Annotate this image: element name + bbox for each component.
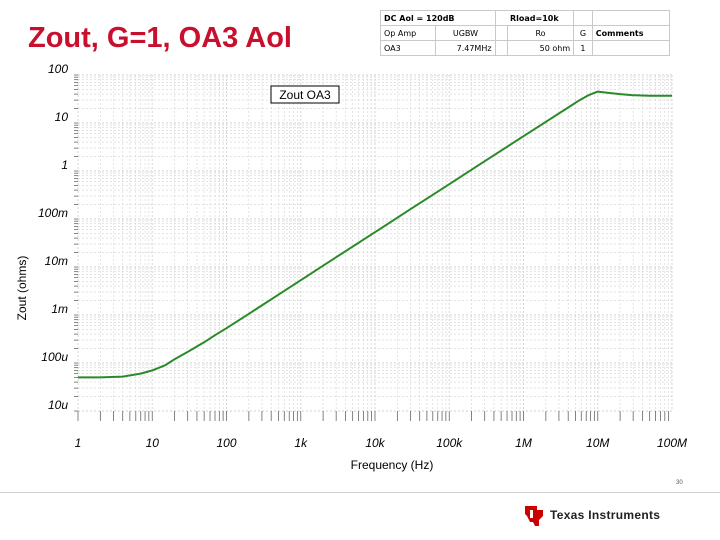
dc-aol-cell: DC Aol = 120dB	[380, 10, 496, 26]
cell-op-amp: OA3	[379, 40, 437, 56]
table-row: DC Aol = 120dB Rload=10k	[380, 10, 671, 26]
ti-logo-icon	[525, 506, 543, 526]
empty-cell	[494, 40, 508, 56]
y-tick-label: 100	[48, 62, 68, 76]
page-number: 30	[676, 480, 683, 486]
x-tick-label: 100	[216, 436, 236, 450]
cell-g: 1	[573, 40, 593, 56]
x-tick-label: 10M	[586, 436, 609, 450]
rload-cell: Rload=10k	[494, 10, 575, 26]
cell-ro: 50 ohm	[506, 40, 575, 56]
x-tick-label: 1	[75, 436, 82, 450]
cell-comments	[591, 40, 671, 56]
empty-cell	[591, 10, 671, 26]
header-g: G	[573, 25, 593, 41]
series-annotation: Zout OA3	[270, 85, 340, 104]
header-op-amp: Op Amp	[379, 25, 437, 41]
x-tick-label: 100M	[657, 436, 687, 450]
y-tick-label: 10m	[45, 254, 68, 268]
header-ugbw: UGBW	[435, 25, 496, 41]
y-tick-label: 10	[55, 110, 69, 124]
x-tick-label: 10k	[365, 436, 385, 450]
annotation-label: Zout OA3	[279, 88, 331, 102]
y-tick-label: 100u	[41, 350, 68, 364]
empty-cell	[573, 10, 593, 26]
x-tick-label: 10	[146, 436, 160, 450]
zout-chart: 10u 100u 1m 10m 100m 1 10 100 1 10 100 1k 10k 100k 1M 1…	[15, 62, 687, 472]
x-axis-label: Frequency (Hz)	[351, 458, 434, 472]
footer-divider	[0, 492, 720, 493]
x-tick-label: 100k	[436, 436, 463, 450]
slide-title: Zout, G=1, OA3 Aol	[28, 22, 292, 54]
chart-series	[78, 90, 672, 379]
empty-cell	[494, 25, 508, 41]
y-axis-label: Zout (ohms)	[15, 256, 29, 321]
x-tick-label: 1k	[294, 436, 308, 450]
y-tick-label: 1	[61, 158, 68, 172]
cell-ugbw: 7.47MHz	[435, 40, 496, 56]
series-line-zout-oa3	[78, 90, 672, 379]
chart-axes: 10u 100u 1m 10m 100m 1 10 100 1 10 100 1k 10k 100k 1M 1…	[38, 62, 687, 450]
chart-grid	[77, 74, 673, 412]
table-row: Op Amp UGBW Ro G Comments	[379, 25, 671, 41]
parameter-table: DC Aol = 120dB Rload=10k Op Amp UGBW Ro …	[379, 10, 671, 56]
y-tick-label: 10u	[48, 398, 68, 412]
y-tick-label: 1m	[51, 302, 68, 316]
table-row: OA3 7.47MHz 50 ohm 1	[379, 40, 671, 56]
y-tick-label: 100m	[38, 206, 68, 220]
ti-logo-text: Texas Instruments	[550, 508, 661, 522]
header-comments: Comments	[591, 25, 671, 41]
x-tick-label: 1M	[515, 436, 532, 450]
header-ro: Ro	[506, 25, 575, 41]
